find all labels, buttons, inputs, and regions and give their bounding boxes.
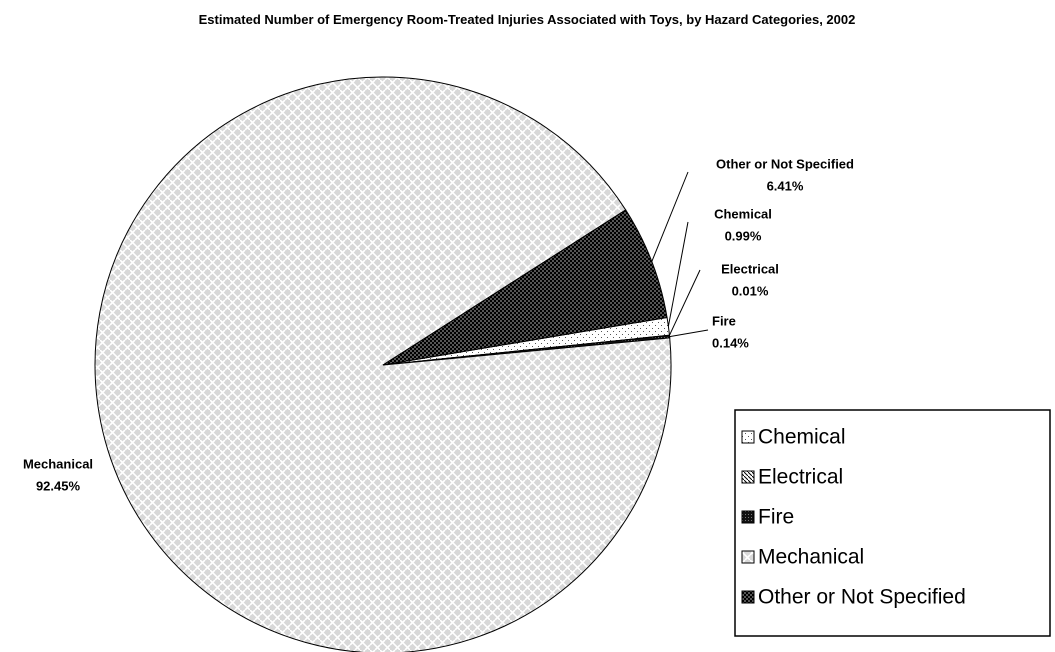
slice-label: Other or Not Specified bbox=[716, 156, 854, 171]
legend-box bbox=[734, 409, 1051, 637]
chart-title: Estimated Number of Emergency Room-Treat… bbox=[198, 12, 856, 27]
legend-swatch bbox=[741, 510, 755, 524]
slice-label: Chemical bbox=[714, 206, 772, 221]
legend-label: Electrical bbox=[758, 466, 843, 489]
slice-label: Mechanical bbox=[23, 456, 93, 471]
legend-swatch bbox=[741, 470, 755, 484]
slice-label: Fire bbox=[712, 313, 736, 328]
legend-label: Fire bbox=[758, 506, 794, 529]
legend-swatch bbox=[741, 590, 755, 604]
leader-line bbox=[669, 269, 701, 336]
slice-value-label: 6.41% bbox=[767, 178, 804, 193]
legend-label: Chemical bbox=[758, 426, 846, 449]
legend-label: Mechanical bbox=[758, 546, 864, 569]
legend-swatch bbox=[741, 430, 755, 444]
leader-line bbox=[669, 329, 709, 338]
legend-label: Other or Not Specified bbox=[758, 586, 966, 609]
leader-line bbox=[651, 171, 689, 262]
slice-value-label: 0.14% bbox=[712, 335, 749, 350]
slice-value-label: 0.01% bbox=[732, 283, 769, 298]
slice-label: Electrical bbox=[721, 261, 779, 276]
slice-value-label: 0.99% bbox=[725, 228, 762, 243]
legend-swatch bbox=[741, 550, 755, 564]
slice-value-label: 92.45% bbox=[36, 478, 81, 493]
leader-line bbox=[667, 221, 689, 327]
pie-slice bbox=[382, 209, 668, 366]
